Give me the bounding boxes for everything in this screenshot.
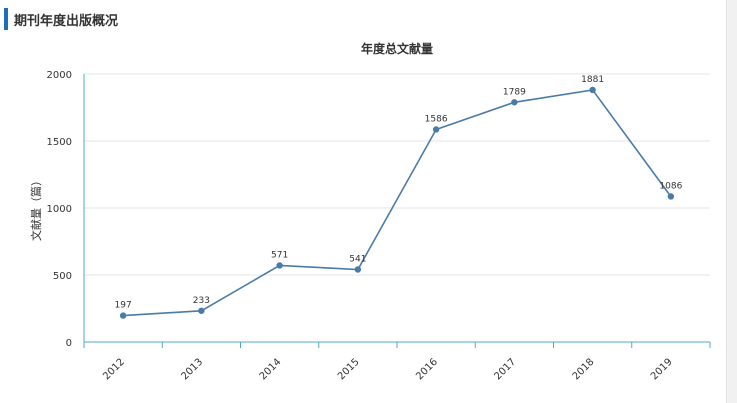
data-label: 1086 xyxy=(659,181,682,191)
panel-title: 期刊年度出版概况 xyxy=(14,14,119,29)
data-point xyxy=(511,99,518,106)
y-axis-title: 文献量（篇） xyxy=(29,175,43,241)
x-tick-label: 2014 xyxy=(258,357,284,383)
data-point xyxy=(354,266,362,273)
data-label: 197 xyxy=(115,301,132,311)
y-tick-label: 2000 xyxy=(47,70,72,81)
line-chart: 年度总文献量 0 500 1000 1500 2000 2012 2013 2014 2015 20… xyxy=(29,41,711,382)
labels: 年度总文献量 0 500 1000 1500 2000 2012 2013 2014 2015 20… xyxy=(29,41,683,382)
series-line xyxy=(123,89,672,317)
chart-title: 年度总文献量 xyxy=(361,41,433,56)
x-tick-label: 2019 xyxy=(649,357,675,383)
data-label: 571 xyxy=(271,250,288,260)
series-line-group xyxy=(119,86,675,319)
x-tick-label: 2016 xyxy=(414,357,440,383)
data-point xyxy=(589,86,596,94)
data-point xyxy=(198,307,205,314)
vertical-scrollbar[interactable] xyxy=(726,0,737,403)
y-tick-label: 1000 xyxy=(47,204,72,215)
data-label: 1789 xyxy=(503,87,526,97)
axes xyxy=(83,74,711,348)
data-label: 1586 xyxy=(425,114,448,124)
x-tick-label: 2012 xyxy=(101,357,127,383)
x-tick-label: 2013 xyxy=(179,357,205,383)
data-label: 541 xyxy=(349,255,366,265)
x-tick-label: 2017 xyxy=(492,357,518,383)
y-tick-label: 0 xyxy=(66,338,72,349)
data-point xyxy=(119,312,127,319)
header-accent-bar xyxy=(4,8,8,30)
panel-header: 期刊年度出版概况 xyxy=(0,0,726,34)
grid-lines xyxy=(84,73,710,276)
x-tick-label: 2018 xyxy=(571,357,597,383)
data-point xyxy=(432,126,440,133)
y-tick-label: 500 xyxy=(53,271,72,282)
x-tick-label: 2015 xyxy=(336,357,362,383)
data-point xyxy=(667,193,675,200)
data-point xyxy=(276,262,283,269)
data-label: 1881 xyxy=(581,75,604,85)
data-label: 233 xyxy=(193,296,210,306)
y-tick-label: 1500 xyxy=(47,137,72,148)
